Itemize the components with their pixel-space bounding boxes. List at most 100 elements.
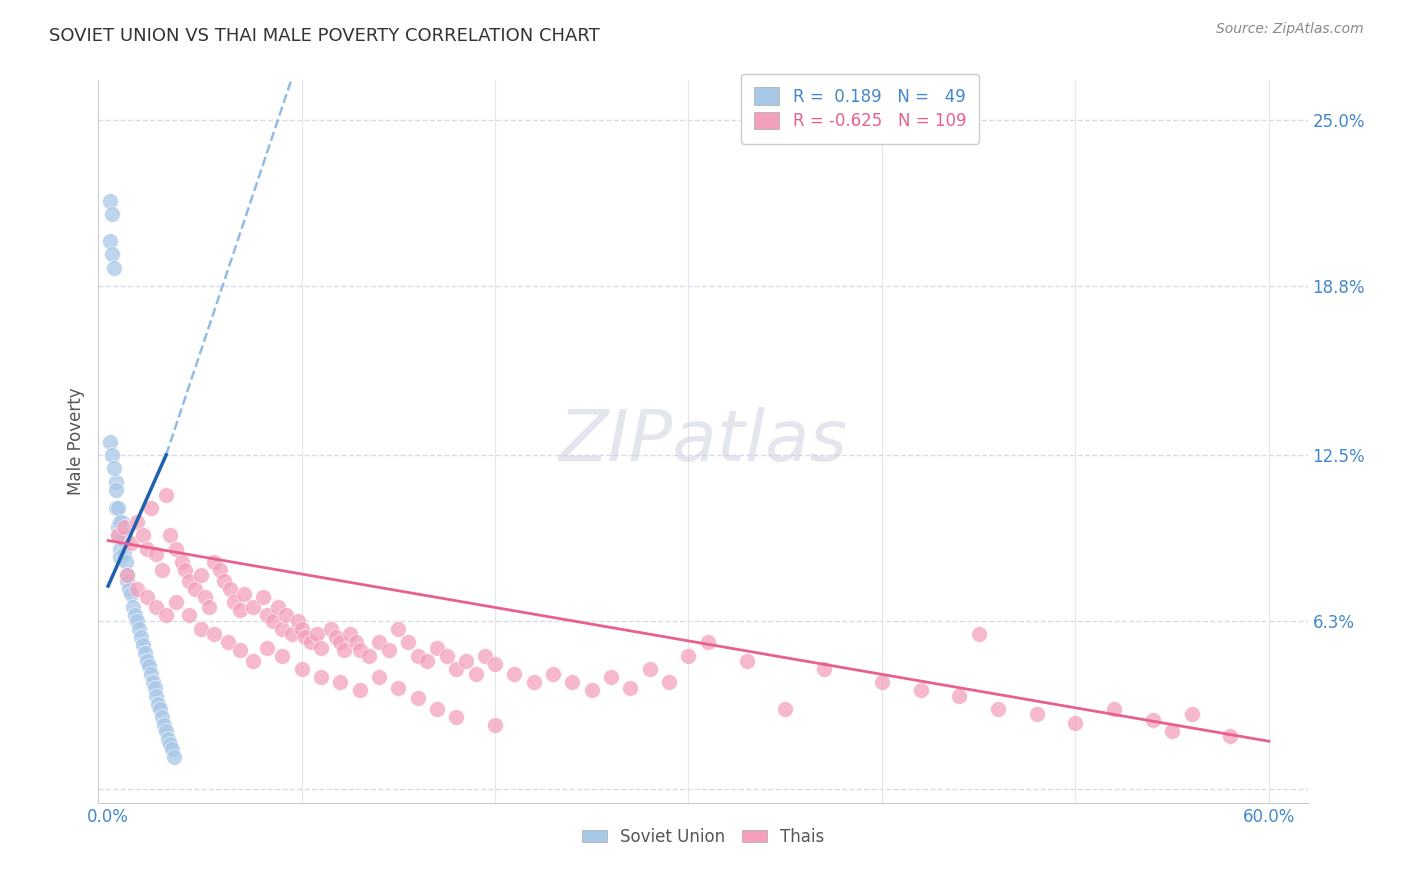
Point [271, 648, 294, 663]
Point [159, 528, 181, 542]
Point [155, 488, 177, 502]
Point [339, 627, 361, 641]
Point [281, 627, 304, 641]
Point [252, 590, 274, 604]
Point [1064, 715, 1087, 730]
Point [135, 590, 157, 604]
Point [503, 667, 526, 681]
Point [98, 194, 121, 208]
Point [256, 640, 278, 655]
Point [104, 475, 127, 489]
Point [132, 638, 155, 652]
Point [194, 590, 217, 604]
Point [329, 635, 352, 649]
Point [145, 600, 167, 615]
Point [112, 547, 135, 561]
Point [1161, 723, 1184, 738]
Point [98, 234, 121, 248]
Point [813, 662, 835, 676]
Point [135, 541, 157, 556]
Point [124, 608, 146, 623]
Point [735, 654, 758, 668]
Point [271, 622, 294, 636]
Point [204, 627, 226, 641]
Point [256, 608, 278, 623]
Point [305, 627, 328, 641]
Point [111, 515, 134, 529]
Point [129, 630, 152, 644]
Point [222, 595, 245, 609]
Point [387, 622, 409, 636]
Point [349, 683, 371, 698]
Point [117, 574, 139, 588]
Point [98, 434, 121, 449]
Point [696, 635, 718, 649]
Point [103, 260, 125, 275]
Point [103, 461, 125, 475]
Point [160, 742, 183, 756]
Point [127, 614, 149, 628]
Point [179, 608, 201, 623]
Point [416, 654, 439, 668]
Point [232, 587, 254, 601]
Point [333, 643, 356, 657]
Point [290, 662, 312, 676]
Point [165, 595, 187, 609]
Point [108, 541, 131, 556]
Point [148, 697, 170, 711]
Point [179, 574, 201, 588]
Point [114, 555, 136, 569]
Point [108, 549, 131, 564]
Point [101, 247, 124, 261]
Point [290, 622, 312, 636]
Point [287, 614, 309, 628]
Point [967, 627, 990, 641]
Point [368, 635, 391, 649]
Point [299, 635, 322, 649]
Point [117, 568, 139, 582]
Point [910, 683, 932, 698]
Point [145, 547, 167, 561]
Point [101, 207, 124, 221]
Point [153, 718, 176, 732]
Point [309, 670, 332, 684]
Point [377, 643, 399, 657]
Point [561, 675, 583, 690]
Point [159, 737, 181, 751]
Point [165, 541, 187, 556]
Point [142, 675, 165, 690]
Point [111, 525, 134, 540]
Point [870, 675, 893, 690]
Point [1102, 702, 1125, 716]
Point [150, 563, 173, 577]
Point [262, 614, 284, 628]
Text: Source: ZipAtlas.com: Source: ZipAtlas.com [1216, 22, 1364, 37]
Point [426, 702, 449, 716]
Point [107, 501, 129, 516]
Point [127, 515, 149, 529]
Point [111, 528, 134, 542]
Point [329, 675, 352, 690]
Point [138, 659, 160, 673]
Point [170, 555, 193, 569]
Point [139, 667, 162, 681]
Point [678, 648, 700, 663]
Point [104, 483, 127, 497]
Text: SOVIET UNION VS THAI MALE POVERTY CORRELATION CHART: SOVIET UNION VS THAI MALE POVERTY CORREL… [49, 27, 600, 45]
Point [155, 608, 177, 623]
Point [1180, 707, 1202, 722]
Legend: Soviet Union, Thais: Soviet Union, Thais [575, 821, 831, 852]
Point [344, 635, 367, 649]
Point [638, 662, 661, 676]
Text: ZIPatlas: ZIPatlas [558, 407, 848, 476]
Point [107, 520, 129, 534]
Point [143, 681, 166, 695]
Point [454, 654, 477, 668]
Point [541, 667, 564, 681]
Point [658, 675, 681, 690]
Point [309, 640, 332, 655]
Point [325, 630, 347, 644]
Point [773, 702, 796, 716]
Point [242, 654, 264, 668]
Point [190, 568, 212, 582]
